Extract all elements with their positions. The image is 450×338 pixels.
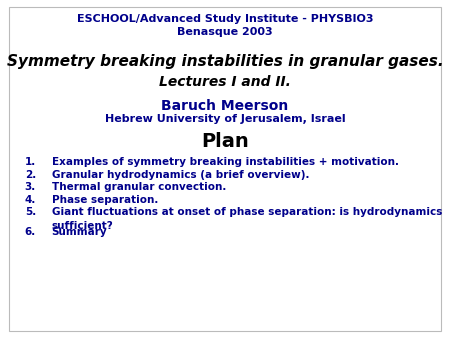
Text: Benasque 2003: Benasque 2003 [177, 27, 273, 37]
Text: Thermal granular convection.: Thermal granular convection. [52, 182, 226, 192]
Text: Hebrew University of Jerusalem, Israel: Hebrew University of Jerusalem, Israel [105, 114, 345, 124]
Text: ESCHOOL/Advanced Study Institute - PHYSBIO3: ESCHOOL/Advanced Study Institute - PHYSB… [77, 14, 373, 24]
Text: Summary: Summary [52, 227, 108, 237]
Text: 1.: 1. [25, 157, 36, 167]
Text: 4.: 4. [25, 195, 36, 205]
Text: 2.: 2. [25, 170, 36, 180]
Text: 6.: 6. [25, 227, 36, 237]
Text: sufficient?: sufficient? [52, 221, 113, 232]
Text: Plan: Plan [201, 132, 249, 151]
Text: 5.: 5. [25, 207, 36, 217]
Text: Baruch Meerson: Baruch Meerson [162, 99, 288, 113]
Text: 3.: 3. [25, 182, 36, 192]
Text: Symmetry breaking instabilities in granular gases.: Symmetry breaking instabilities in granu… [7, 54, 443, 69]
Text: Examples of symmetry breaking instabilities + motivation.: Examples of symmetry breaking instabilit… [52, 157, 399, 167]
Text: Granular hydrodynamics (a brief overview).: Granular hydrodynamics (a brief overview… [52, 170, 309, 180]
Text: Lectures I and II.: Lectures I and II. [159, 75, 291, 89]
Text: Phase separation.: Phase separation. [52, 195, 158, 205]
Text: Giant fluctuations at onset of phase separation: is hydrodynamics: Giant fluctuations at onset of phase sep… [52, 207, 442, 217]
